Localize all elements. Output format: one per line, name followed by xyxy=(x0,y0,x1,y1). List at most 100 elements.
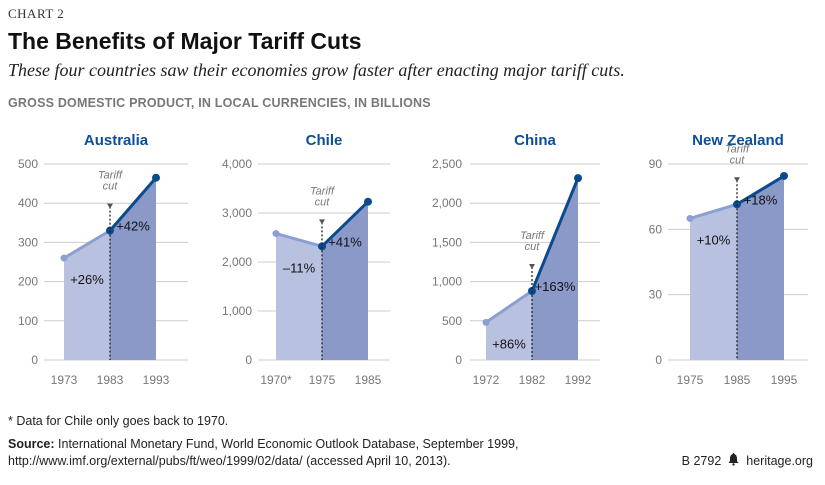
y-tick-label: 200 xyxy=(18,275,38,289)
y-tick-label: 1,500 xyxy=(432,235,462,249)
data-point xyxy=(60,254,68,262)
source-label: Source: xyxy=(8,437,55,451)
line-after-cut xyxy=(736,174,785,206)
tariff-cut-arrow xyxy=(107,203,113,209)
area-after-cut xyxy=(110,177,156,360)
data-point xyxy=(686,214,694,222)
report-id: B 2792 xyxy=(681,454,722,468)
x-tick-label: 1975 xyxy=(677,373,704,387)
brand-name: heritage.org xyxy=(746,454,813,468)
x-tick-label: 1985 xyxy=(355,373,382,387)
y-tick-label: 500 xyxy=(442,314,462,328)
source-text: International Monetary Fund, World Econo… xyxy=(54,437,519,451)
area-after-cut xyxy=(737,175,784,360)
change-after-label: +163% xyxy=(535,279,576,294)
area-after-cut xyxy=(322,201,368,360)
change-before-label: +10% xyxy=(697,232,731,247)
y-tick-label: 0 xyxy=(245,353,252,367)
y-tick-label: 0 xyxy=(455,353,462,367)
chart-title: China xyxy=(514,132,556,149)
tariff-cut-label: Tariff xyxy=(520,230,545,242)
data-point xyxy=(574,174,582,183)
x-tick-label: 1975 xyxy=(309,373,336,387)
tariff-cut-label: Tariff xyxy=(725,143,750,155)
y-tick-label: 500 xyxy=(18,157,38,171)
y-tick-label: 4,000 xyxy=(222,157,252,171)
data-point xyxy=(733,200,741,209)
y-tick-label: 0 xyxy=(655,353,662,367)
line-after-cut xyxy=(108,176,158,232)
data-point xyxy=(152,173,160,182)
area-before-cut xyxy=(276,233,322,360)
change-before-label: +86% xyxy=(492,336,526,351)
data-point xyxy=(364,197,372,206)
y-tick-label: 2,500 xyxy=(432,157,462,171)
x-tick-label: 1982 xyxy=(519,373,546,387)
x-tick-label: 1983 xyxy=(97,373,124,387)
footnote: * Data for Chile only goes back to 1970. xyxy=(8,414,229,428)
source-url: http://www.imf.org/external/pubs/ft/weo/… xyxy=(8,454,451,468)
y-tick-label: 2,000 xyxy=(222,255,252,269)
chart-title: New Zealand xyxy=(692,132,784,149)
y-tick-label: 60 xyxy=(649,222,663,236)
charts-panel: Australia0100200300400500Tariffcut+26%+4… xyxy=(18,132,808,387)
y-tick-label: 30 xyxy=(649,288,663,302)
change-before-label: +26% xyxy=(70,272,104,287)
source-note: Source: International Monetary Fund, Wor… xyxy=(8,436,518,470)
y-tick-label: 2,000 xyxy=(432,196,462,210)
line-before-cut xyxy=(485,289,533,324)
page-title: The Benefits of Major Tariff Cuts xyxy=(8,28,362,54)
y-tick-label: 300 xyxy=(18,235,38,249)
x-tick-label: 1993 xyxy=(143,373,170,387)
area-after-cut xyxy=(532,178,578,360)
tariff-cut-label: cut xyxy=(315,196,331,208)
x-tick-label: 1973 xyxy=(51,373,78,387)
x-tick-label: 1992 xyxy=(565,373,592,387)
x-tick-label: 1970* xyxy=(260,373,292,387)
area-before-cut xyxy=(64,230,110,360)
area-before-cut xyxy=(486,291,532,360)
tariff-cut-arrow xyxy=(529,264,535,270)
line-after-cut xyxy=(530,177,580,292)
change-after-label: +18% xyxy=(744,192,778,207)
tariff-cut-arrow xyxy=(319,219,325,225)
line-before-cut xyxy=(689,202,738,220)
change-after-label: +41% xyxy=(328,234,362,249)
x-tick-label: 1972 xyxy=(473,373,500,387)
line-before-cut xyxy=(275,232,323,248)
chart-title: Chile xyxy=(306,132,343,149)
change-after-label: +42% xyxy=(116,219,150,234)
brand-footer: B 2792 heritage.org xyxy=(682,453,813,469)
chart-title: Australia xyxy=(84,132,149,149)
tariff-cut-label: cut xyxy=(103,181,119,193)
y-tick-label: 400 xyxy=(18,196,38,210)
measure-label: GROSS DOMESTIC PRODUCT, IN LOCAL CURRENC… xyxy=(8,96,431,110)
data-point xyxy=(272,230,280,238)
tariff-cut-label: Tariff xyxy=(310,185,335,197)
y-tick-label: 1,000 xyxy=(432,275,462,289)
tariff-cut-label: cut xyxy=(730,154,746,166)
chart-number: CHART 2 xyxy=(8,6,65,21)
y-tick-label: 90 xyxy=(649,157,663,171)
y-tick-label: 1,000 xyxy=(222,304,252,318)
y-tick-label: 0 xyxy=(31,353,38,367)
change-before-label: –11% xyxy=(283,260,316,275)
x-tick-label: 1985 xyxy=(724,373,751,387)
line-after-cut xyxy=(320,200,370,248)
tariff-cut-arrow xyxy=(734,177,740,183)
tariff-cut-label: cut xyxy=(525,241,541,253)
liberty-bell-icon xyxy=(727,453,740,469)
tariff-cut-label: Tariff xyxy=(98,170,123,182)
x-tick-label: 1995 xyxy=(771,373,798,387)
data-point xyxy=(780,171,788,180)
line-before-cut xyxy=(63,229,111,260)
y-tick-label: 3,000 xyxy=(222,206,252,220)
data-point xyxy=(482,318,490,326)
area-before-cut xyxy=(690,204,737,360)
y-tick-label: 100 xyxy=(18,314,38,328)
page-subtitle: These four countries saw their economies… xyxy=(8,60,625,80)
